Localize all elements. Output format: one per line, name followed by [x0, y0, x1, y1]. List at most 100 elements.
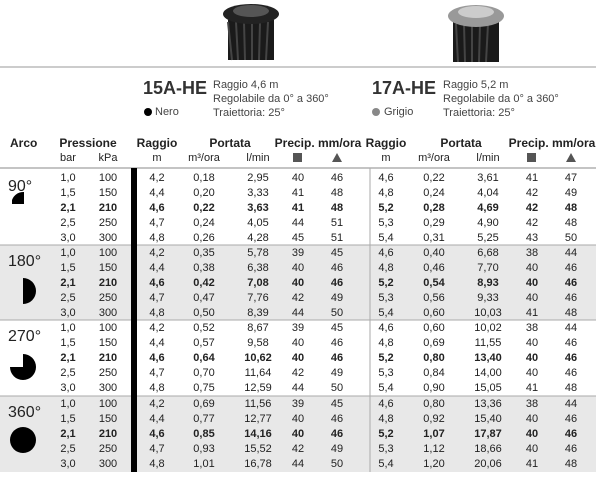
- cell: 7,08: [247, 277, 269, 289]
- cell: 40: [525, 277, 539, 289]
- cell: 0,54: [423, 277, 445, 289]
- arc-label: 270°: [8, 328, 42, 345]
- product-name: 15A-HE: [143, 78, 208, 98]
- cell: 38: [525, 247, 539, 259]
- header-unit: m: [152, 152, 162, 164]
- cell: 10,62: [244, 352, 272, 364]
- cell: 8,39: [247, 307, 269, 319]
- cell: 46: [564, 428, 578, 440]
- cell: 49: [564, 187, 578, 199]
- cell: 40: [525, 292, 539, 304]
- cell: 46: [330, 352, 344, 364]
- header-precip: Precip. mm/ora: [508, 136, 596, 150]
- cell: 42: [525, 187, 539, 199]
- cell: 3,0: [60, 458, 76, 470]
- cell: 40: [525, 413, 539, 425]
- cell: 39: [291, 322, 305, 334]
- cell: 46: [564, 413, 578, 425]
- cell: 50: [564, 232, 578, 244]
- cell: 0,64: [193, 352, 215, 364]
- cell: 51: [330, 232, 344, 244]
- header-unit: bar: [60, 152, 76, 164]
- cell: 100: [98, 172, 118, 184]
- cell: 12,77: [244, 413, 272, 425]
- cell: 46: [564, 337, 578, 349]
- cell: 4,4: [149, 187, 165, 199]
- product-spec: Traiettoria: 25°: [443, 107, 515, 119]
- cell: 46: [330, 413, 344, 425]
- cell: 2,95: [247, 172, 269, 184]
- cell: 1,5: [60, 337, 76, 349]
- cell: 4,8: [149, 307, 165, 319]
- cell: 0,22: [193, 202, 215, 214]
- cell: 250: [98, 443, 118, 455]
- cell: 42: [291, 443, 305, 455]
- cell: 4,69: [477, 202, 499, 214]
- cell: 45: [330, 398, 344, 410]
- cell: 0,90: [423, 382, 445, 394]
- cell: 39: [291, 247, 305, 259]
- cell: 46: [564, 277, 578, 289]
- cell: 250: [98, 217, 118, 229]
- product-image-grey: [448, 5, 504, 63]
- cell: 0,56: [423, 292, 445, 304]
- cell: 210: [98, 277, 118, 289]
- cell: 250: [98, 367, 118, 379]
- cell: 49: [330, 367, 344, 379]
- cell: 6,68: [477, 247, 499, 259]
- cell: 4,2: [149, 172, 165, 184]
- cell: 0,29: [423, 217, 445, 229]
- cell: 0,42: [193, 277, 215, 289]
- cell: 0,50: [193, 307, 215, 319]
- cell: 13,36: [474, 398, 502, 410]
- cell: 42: [525, 202, 539, 214]
- cell: 4,8: [378, 413, 394, 425]
- cell: 0,60: [423, 307, 445, 319]
- cell: 6,38: [247, 262, 269, 274]
- cell: 44: [564, 322, 578, 334]
- cell: 4,6: [378, 322, 394, 334]
- cell: 46: [330, 337, 344, 349]
- cell: 3,0: [60, 382, 76, 394]
- cell: 9,58: [247, 337, 269, 349]
- cell: 38: [525, 322, 539, 334]
- cell: 48: [330, 202, 344, 214]
- cell: 210: [98, 352, 118, 364]
- cell: 5,2: [378, 428, 394, 440]
- cell: 50: [330, 382, 344, 394]
- arc-label: 180°: [8, 253, 42, 270]
- cell: 210: [98, 202, 118, 214]
- cell: 45: [330, 247, 344, 259]
- cell: 0,92: [423, 413, 445, 425]
- cell: 47: [564, 172, 578, 184]
- cell: 13,40: [474, 352, 502, 364]
- cell: 1,0: [60, 322, 76, 334]
- cell: 4,7: [149, 217, 165, 229]
- cell: 0,46: [423, 262, 445, 274]
- cell: 7,70: [477, 262, 499, 274]
- cell: 46: [564, 262, 578, 274]
- cell: 4,8: [149, 382, 165, 394]
- cell: 1,0: [60, 398, 76, 410]
- arc-icon: [12, 191, 24, 204]
- cell: 46: [330, 172, 344, 184]
- cell: 0,80: [423, 352, 445, 364]
- cell: 1,01: [193, 458, 215, 470]
- arc-label: 360°: [8, 404, 42, 421]
- header-unit: m³/ora: [418, 152, 450, 164]
- cell: 4,7: [149, 367, 165, 379]
- cell: 3,33: [247, 187, 269, 199]
- cell: 0,47: [193, 292, 215, 304]
- cell: 49: [330, 443, 344, 455]
- cell: 0,20: [193, 187, 215, 199]
- product-spec: Raggio 4,6 m: [213, 79, 279, 91]
- cell: 46: [564, 352, 578, 364]
- cell: 2,1: [60, 428, 76, 440]
- cell: 40: [525, 367, 539, 379]
- cell: 50: [330, 458, 344, 470]
- cell: 4,8: [378, 187, 394, 199]
- cell: 0,93: [193, 443, 215, 455]
- cell: 5,4: [378, 382, 394, 394]
- cell: 0,18: [193, 172, 215, 184]
